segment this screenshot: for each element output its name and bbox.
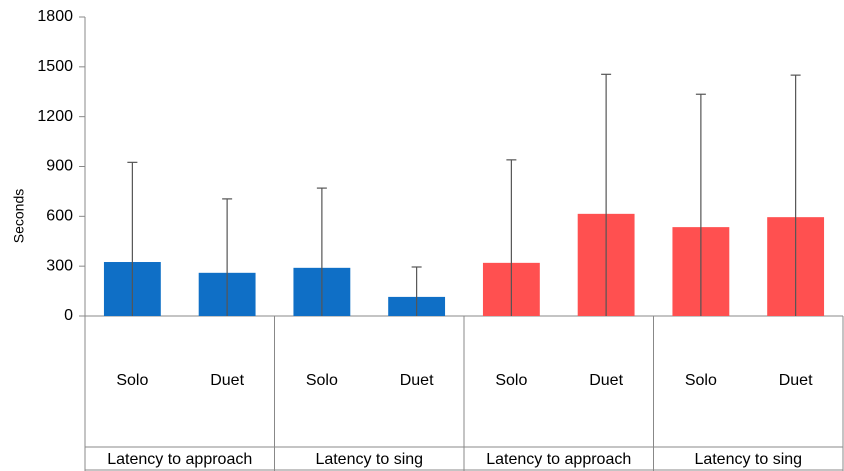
group-label: Latency to sing: [315, 451, 423, 468]
y-tick-label: 600: [46, 208, 73, 225]
y-tick-label: 1500: [37, 58, 73, 75]
x-tick-label: Solo: [116, 372, 148, 389]
group-label: Latency to approach: [107, 451, 252, 468]
group-label: Latency to sing: [694, 451, 802, 468]
x-tick-label: Duet: [589, 372, 623, 389]
x-tick-label: Duet: [210, 372, 244, 389]
x-tick-label: Solo: [306, 372, 338, 389]
x-tick-label: Duet: [400, 372, 434, 389]
y-tick-label: 1200: [37, 108, 73, 125]
x-tick-label: Solo: [495, 372, 527, 389]
group-label: Latency to approach: [486, 451, 631, 468]
y-axis-label: Seconds: [11, 189, 27, 243]
y-tick-label: 300: [46, 257, 73, 274]
x-tick-label: Duet: [779, 372, 813, 389]
y-tick-label: 1800: [37, 8, 73, 25]
y-tick-label: 0: [64, 307, 73, 324]
x-tick-label: Solo: [685, 372, 717, 389]
y-tick-label: 900: [46, 158, 73, 175]
